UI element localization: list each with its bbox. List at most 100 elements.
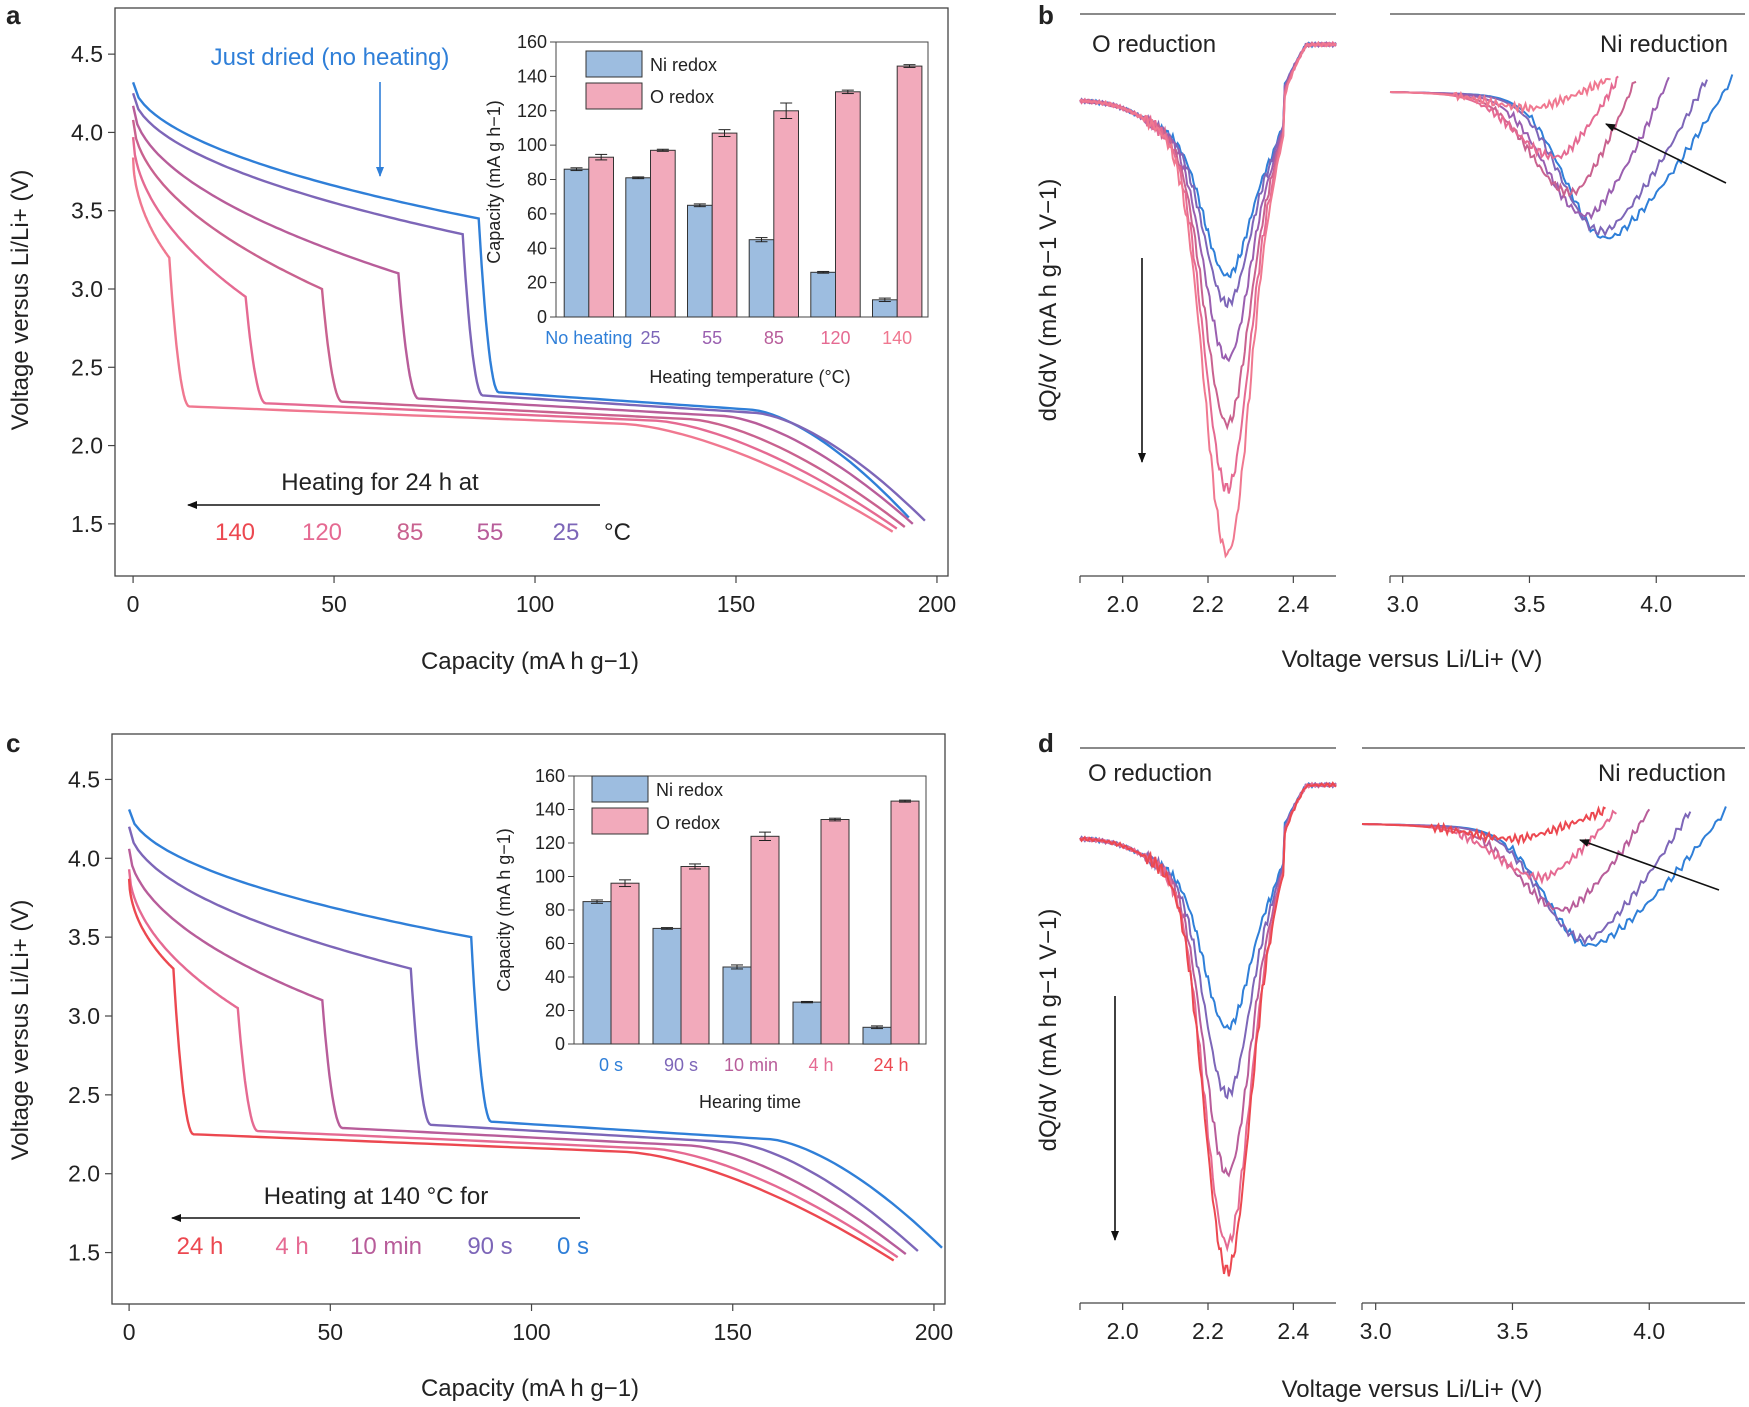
bar-o-25 <box>650 149 676 318</box>
inset-y-tick-label: 140 <box>535 800 565 820</box>
series-line-140 <box>131 157 894 533</box>
x-tick-label: 150 <box>717 591 755 617</box>
bar-ni-25 <box>625 177 651 318</box>
y-tick-label: 1.5 <box>68 1240 100 1266</box>
series-label-10-min: 10 min <box>350 1233 422 1260</box>
y-tick-label: 4.0 <box>71 119 103 145</box>
panel-a-ylabel: Voltage versus Li/Li+ (V) <box>7 170 34 431</box>
panel-a-unit-label: °C <box>604 519 631 546</box>
ni-reduction-line-90-s <box>1361 811 1692 946</box>
bar-ni-4-h <box>792 1001 822 1045</box>
inset-y-tick-label: 60 <box>527 204 547 224</box>
y-tick-label: 3.0 <box>71 276 103 302</box>
panel-a-legend-ni-label: Ni redox <box>650 55 717 75</box>
inset-x-label-0-s: 0 s <box>599 1055 623 1075</box>
panel-c-arrow-text: Heating at 140 °C for <box>264 1183 488 1210</box>
panel-a-inset-y-ticks: 0 20 40 60 80 100 120 140 160 <box>517 32 556 327</box>
panel-a-legend-o-label: O redox <box>650 87 714 107</box>
o-reduction-line-25 <box>1079 41 1337 309</box>
panel-c-curves <box>127 808 943 1262</box>
o-reduction-line-55 <box>1079 41 1337 363</box>
panel-a-arrow-text: Heating for 24 h at <box>281 469 479 496</box>
panel-d-diag-arrow <box>1579 839 1720 891</box>
x-tick-label: 50 <box>321 591 347 617</box>
panel-c-legend-ni-swatch <box>591 775 649 803</box>
bar-ni-0-s <box>582 901 612 1045</box>
x-tick-label: 2.0 <box>1107 591 1139 617</box>
panel-c-legend-ni-label: Ni redox <box>656 780 723 800</box>
panel-c-inset: 0 20 40 60 80 100 120 140 160 0 s 90 s 10 min 4 h 24… <box>494 766 927 1112</box>
ni-reduction-line-85 <box>1390 80 1637 199</box>
inset-x-label-55: 55 <box>702 328 722 348</box>
x-tick-label: 2.4 <box>1277 1318 1309 1344</box>
panel-c-y-ticks: 1.5 2.0 2.5 3.0 3.5 4.0 4.5 <box>68 766 112 1266</box>
inset-x-label-90-s: 90 s <box>664 1055 698 1075</box>
bar-ni-120 <box>810 271 836 318</box>
panel-c-inset-bars <box>582 799 920 1045</box>
series-line-90-s <box>127 826 919 1252</box>
series-label-55: 55 <box>477 519 504 546</box>
y-tick-label: 4.5 <box>71 41 103 67</box>
panel-b-x-ticks: 2.0 2.2 2.4 3.0 3.5 4.0 <box>1079 576 1672 617</box>
inset-y-tick-label: 40 <box>545 967 565 987</box>
o-reduction-line-85 <box>1079 41 1337 431</box>
inset-x-label-85: 85 <box>764 328 784 348</box>
inset-y-tick-label: 60 <box>545 934 565 954</box>
panel-c-inset-x-labels: 0 s 90 s 10 min 4 h 24 h <box>599 1055 909 1075</box>
series-line-No-heating <box>131 81 910 519</box>
inset-x-label-24-h: 24 h <box>873 1055 908 1075</box>
series-label-24-h: 24 h <box>177 1233 224 1260</box>
panel-a-inset-ylabel: Capacity (mA g h−1) <box>484 100 504 264</box>
panel-b-ylabel: dQ/dV (mA h g−1 V−1) <box>1035 179 1062 422</box>
series-line-4-h <box>127 869 899 1259</box>
panel-a-inset: 0 20 40 60 80 100 120 140 160 No heating 25 55 85 12… <box>484 32 929 387</box>
panel-a-legend-ni-swatch <box>585 50 643 78</box>
x-tick-label: 100 <box>516 591 554 617</box>
bar-ni-85 <box>748 239 775 318</box>
x-tick-label: 4.0 <box>1640 591 1672 617</box>
inset-y-tick-label: 140 <box>517 66 547 86</box>
panel-d-ylabel: dQ/dV (mA h g−1 V−1) <box>1035 909 1062 1152</box>
ni-reduction-line-140 <box>1389 77 1611 116</box>
panel-a-xlabel: Capacity (mA h g−1) <box>421 648 639 675</box>
inset-y-tick-label: 100 <box>517 135 547 155</box>
panel-a-curves <box>131 81 926 533</box>
panel-b-diag-arrow <box>1605 123 1727 184</box>
panel-a-legend-o-swatch <box>585 82 643 110</box>
bar-ni-90-s <box>652 927 682 1045</box>
bar-o-10-min <box>750 835 780 1045</box>
panel-a-label: a <box>6 0 21 30</box>
inset-y-tick-label: 20 <box>545 1001 565 1021</box>
inset-y-tick-label: 0 <box>537 307 547 327</box>
series-label-4-h: 4 h <box>275 1233 308 1260</box>
series-line-55 <box>131 105 914 525</box>
y-tick-label: 3.0 <box>68 1003 100 1029</box>
panel-c-ylabel: Voltage versus Li/Li+ (V) <box>7 900 34 1161</box>
bar-ni-10-min <box>722 966 752 1045</box>
x-tick-label: 3.5 <box>1496 1318 1528 1344</box>
panel-a-inset-xlabel: Heating temperature (°C) <box>649 367 850 387</box>
inset-y-tick-label: 120 <box>535 833 565 853</box>
panel-c-legend-o-swatch <box>591 807 649 835</box>
inset-x-label-4-h: 4 h <box>808 1055 833 1075</box>
inset-y-tick-label: 80 <box>527 170 547 190</box>
inset-y-tick-label: 160 <box>535 766 565 786</box>
inset-x-label-120: 120 <box>820 328 850 348</box>
panel-a-y-ticks: 1.5 2.0 2.5 3.0 3.5 4.0 4.5 <box>71 41 115 537</box>
inset-x-label-10-min: 10 min <box>724 1055 778 1075</box>
panel-c-x-ticks: 0 50 100 150 200 <box>123 1304 953 1345</box>
panel-d-x-ticks: 2.0 2.2 2.4 3.0 3.5 4.0 <box>1079 1303 1665 1344</box>
y-tick-label: 4.5 <box>68 766 100 792</box>
inset-y-tick-label: 0 <box>555 1034 565 1054</box>
inset-x-label-140: 140 <box>882 328 912 348</box>
y-tick-label: 2.5 <box>71 354 103 380</box>
panel-a-series-labels: 140 120 85 55 25 <box>215 519 579 546</box>
inset-y-tick-label: 120 <box>517 101 547 121</box>
bar-o-90-s <box>680 866 710 1045</box>
o-reduction-line-0-s <box>1079 781 1337 1031</box>
bar-o-85 <box>773 110 799 318</box>
y-tick-label: 1.5 <box>71 511 103 537</box>
inset-x-label-No-heating: No heating <box>545 328 632 348</box>
inset-y-tick-label: 80 <box>545 900 565 920</box>
panel-c-frame <box>111 733 946 1305</box>
